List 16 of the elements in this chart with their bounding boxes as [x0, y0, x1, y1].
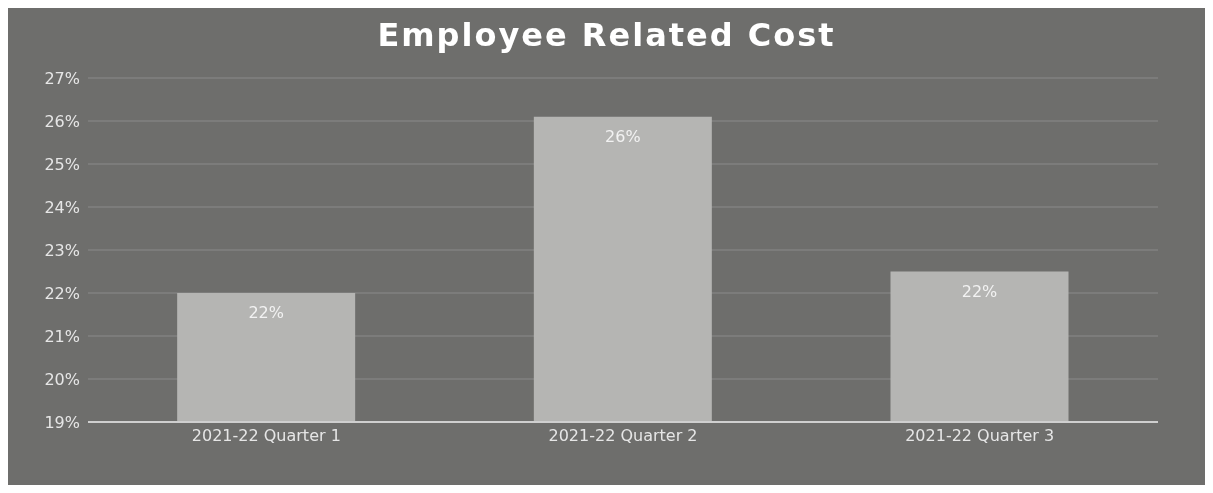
- x-tick-label: 2021-22 Quarter 1: [191, 426, 341, 446]
- data-label: 26%: [605, 127, 641, 147]
- y-tick-label: 24%: [44, 197, 80, 217]
- chart-title: Employee Related Cost: [376, 16, 837, 56]
- x-tick-label: 2021-22 Quarter 3: [905, 426, 1055, 446]
- y-tick-label: 26%: [44, 111, 80, 131]
- data-label: 22%: [248, 303, 284, 323]
- data-label: 22%: [961, 281, 998, 301]
- x-tick-label: 2021-22 Quarter 2: [548, 426, 698, 446]
- y-tick-label: 20%: [44, 369, 80, 389]
- y-tick-label: 27%: [44, 68, 80, 88]
- y-tick-label: 25%: [44, 154, 80, 174]
- y-tick-label: 23%: [44, 240, 80, 260]
- y-tick-label: 21%: [44, 326, 80, 346]
- y-tick-label: 19%: [44, 412, 80, 432]
- y-tick-label: 22%: [44, 283, 80, 303]
